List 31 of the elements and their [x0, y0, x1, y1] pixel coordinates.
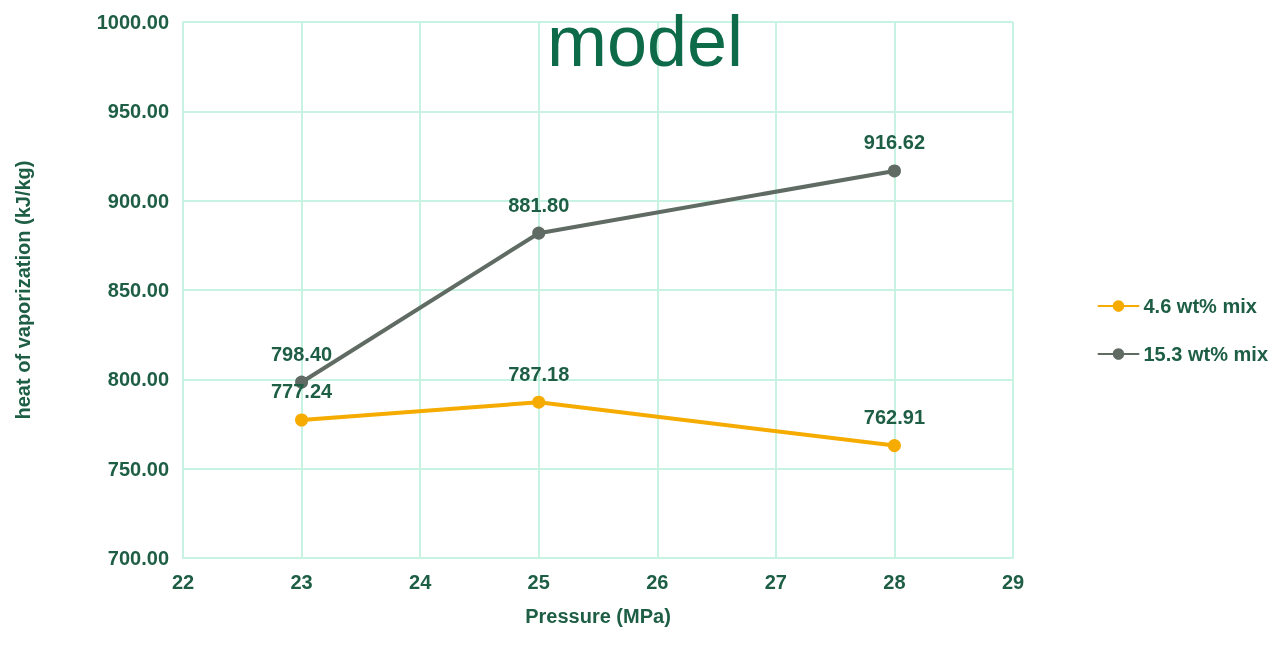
y-tick-label: 1000.00 [96, 11, 169, 33]
x-tick-label: 24 [409, 571, 433, 593]
chart-title: model [546, 1, 744, 81]
x-tick-label: 22 [171, 571, 195, 593]
y-tick-label: 800.00 [107, 368, 169, 391]
y-tick-label: 750.00 [107, 457, 169, 480]
data-label: 798.40 [270, 342, 333, 365]
legend-label: 15.3 wt% mix [1143, 343, 1269, 365]
x-tick-label: 25 [527, 571, 550, 593]
y-tick-label: 700.00 [107, 547, 169, 569]
data-label: 762.91 [863, 406, 926, 429]
point [887, 164, 901, 178]
x-tick-label: 29 [1001, 571, 1025, 593]
y-tick-label: 850.00 [107, 279, 169, 301]
y-tick-label: 900.00 [107, 189, 169, 212]
point [295, 413, 309, 427]
point [532, 226, 546, 240]
x-tick-label: 23 [290, 571, 313, 593]
legend-label: 4.6 wt% mix [1143, 295, 1257, 317]
data-label: 916.62 [863, 131, 926, 154]
data-label: 787.18 [508, 362, 570, 385]
point [887, 439, 901, 453]
x-tick-label: 28 [883, 571, 906, 593]
x-tick-label: 27 [764, 571, 787, 593]
x-axis-title: Pressure (MPa) [525, 605, 671, 627]
point [532, 395, 546, 409]
data-label: 777.24 [270, 380, 334, 403]
x-tick-label: 26 [646, 571, 669, 593]
y-axis-title: heat of vaporization (kJ/kg) [12, 160, 34, 420]
y-tick-label: 950.00 [107, 100, 169, 123]
data-label: 881.80 [508, 193, 570, 216]
